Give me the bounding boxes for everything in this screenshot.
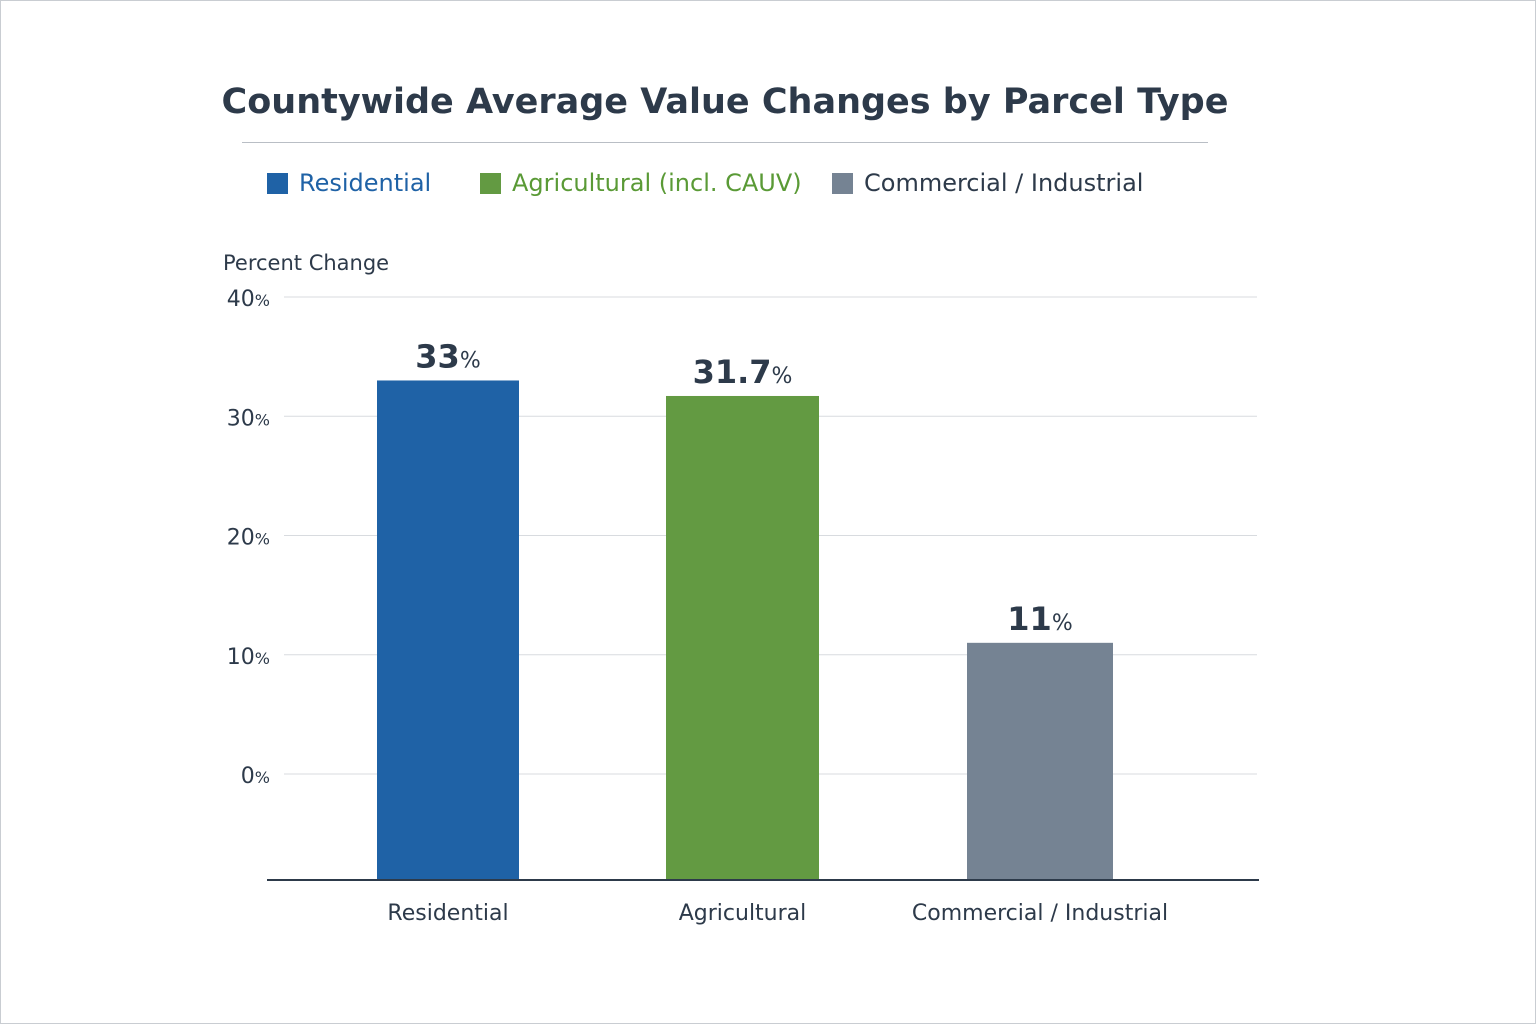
legend-swatch [267, 172, 288, 194]
legend-label: Commercial / Industrial [864, 169, 1144, 197]
y-tick-label: 20% [227, 526, 270, 551]
y-tick-label: 10% [227, 645, 270, 670]
legend-label: Agricultural (incl. CAUV) [512, 169, 802, 197]
bar-residential [377, 380, 519, 880]
y-tick-label: 30% [227, 406, 270, 431]
data-label: 31.7% [693, 353, 793, 391]
legend-item-residential: Residential [267, 169, 431, 197]
data-label: 11% [1007, 600, 1072, 638]
bar-agricultural [666, 395, 819, 880]
legend-item-commercial: Commercial / Industrial [832, 169, 1143, 197]
title-divider [242, 142, 1208, 143]
x-tick-label: Residential [387, 901, 508, 926]
legend-swatch [832, 172, 853, 194]
x-tick-label: Agricultural [679, 901, 807, 926]
legend-swatch [480, 172, 501, 194]
data-label: 33% [415, 337, 480, 375]
y-axis-title: Percent Change [223, 251, 389, 275]
x-tick-label: Commercial / Industrial [912, 901, 1168, 926]
bar-commercial-industrial [967, 642, 1113, 880]
legend-item-agricultural: Agricultural (incl. CAUV) [480, 169, 802, 197]
legend-label: Residential [299, 169, 432, 197]
y-tick-label: 40% [227, 287, 270, 312]
chart-title: Countywide Average Value Changes by Parc… [221, 82, 1229, 122]
y-tick-label: 0% [241, 764, 270, 789]
